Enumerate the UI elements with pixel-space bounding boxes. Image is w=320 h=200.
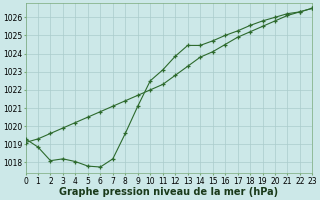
X-axis label: Graphe pression niveau de la mer (hPa): Graphe pression niveau de la mer (hPa) bbox=[60, 187, 278, 197]
